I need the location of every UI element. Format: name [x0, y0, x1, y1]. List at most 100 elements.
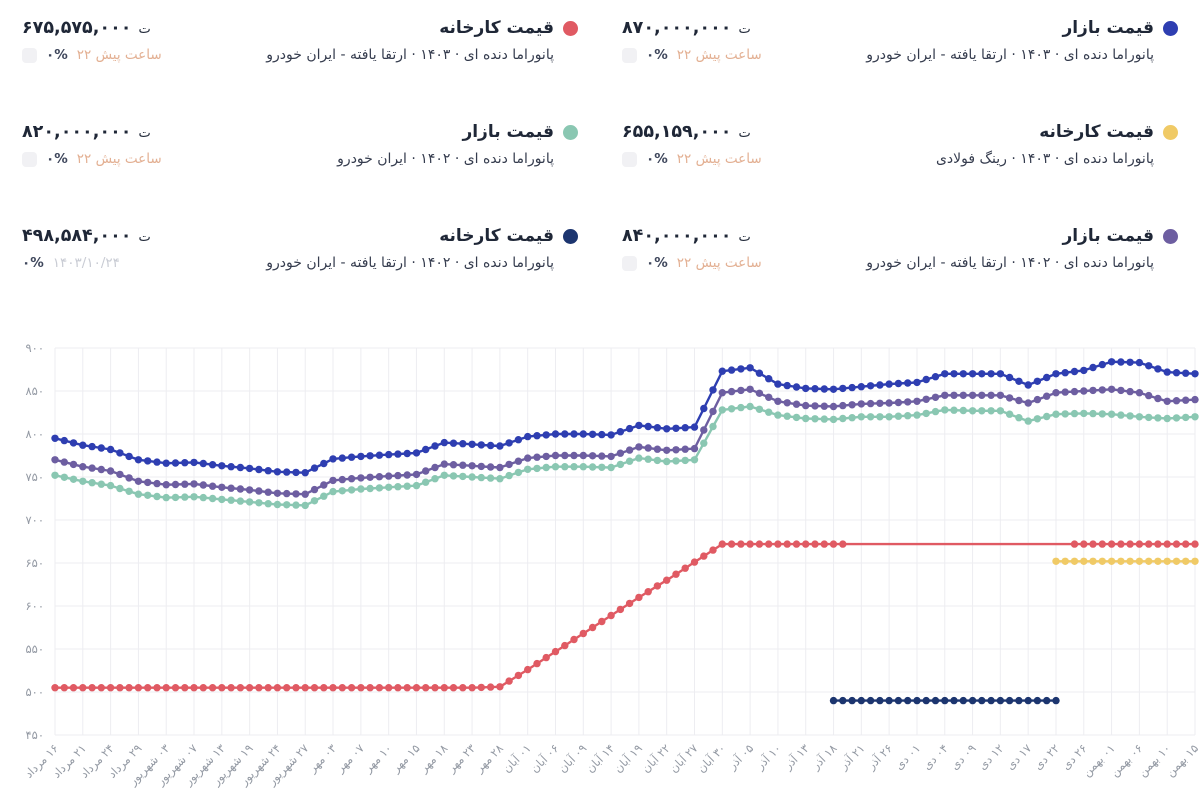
data-point[interactable]: [283, 501, 291, 509]
data-point[interactable]: [1070, 367, 1079, 376]
data-point[interactable]: [385, 483, 393, 491]
data-point[interactable]: [625, 446, 634, 454]
data-point[interactable]: [1135, 389, 1144, 397]
data-point[interactable]: [820, 540, 828, 548]
data-point[interactable]: [737, 365, 745, 373]
data-point[interactable]: [153, 492, 161, 501]
data-point[interactable]: [496, 683, 504, 691]
data-point[interactable]: [765, 540, 773, 548]
data-point[interactable]: [1163, 397, 1171, 405]
data-point[interactable]: [181, 459, 189, 467]
data-point[interactable]: [514, 671, 523, 680]
data-point[interactable]: [792, 413, 801, 422]
data-point[interactable]: [616, 428, 625, 436]
data-point[interactable]: [1098, 557, 1107, 565]
data-point[interactable]: [1126, 387, 1134, 396]
data-point[interactable]: [125, 452, 133, 461]
data-point[interactable]: [1070, 557, 1079, 565]
data-point[interactable]: [746, 364, 754, 372]
data-point[interactable]: [542, 431, 550, 439]
data-point[interactable]: [1107, 410, 1116, 418]
data-point[interactable]: [616, 449, 625, 457]
data-point[interactable]: [551, 463, 560, 471]
data-point[interactable]: [459, 684, 467, 692]
data-point[interactable]: [255, 684, 263, 692]
data-point[interactable]: [1080, 540, 1088, 548]
data-point[interactable]: [755, 389, 764, 397]
data-point[interactable]: [245, 486, 254, 494]
data-point[interactable]: [375, 451, 384, 459]
data-point[interactable]: [97, 444, 106, 452]
data-point[interactable]: [171, 684, 180, 692]
data-point[interactable]: [208, 461, 217, 469]
data-point[interactable]: [171, 480, 180, 489]
data-point[interactable]: [1005, 410, 1014, 418]
data-point[interactable]: [449, 472, 458, 480]
data-point[interactable]: [366, 473, 374, 481]
data-point[interactable]: [106, 481, 115, 490]
data-point[interactable]: [51, 456, 59, 464]
data-point[interactable]: [1145, 391, 1153, 400]
data-point[interactable]: [1005, 373, 1014, 382]
data-point[interactable]: [727, 387, 736, 396]
data-point[interactable]: [477, 473, 485, 482]
data-point[interactable]: [320, 492, 328, 500]
data-point[interactable]: [320, 684, 328, 692]
data-point[interactable]: [681, 445, 689, 453]
data-point[interactable]: [255, 487, 263, 495]
data-point[interactable]: [116, 470, 124, 479]
data-point[interactable]: [931, 696, 940, 705]
data-point[interactable]: [1117, 557, 1125, 565]
data-point[interactable]: [894, 398, 903, 407]
price-legend-card[interactable]: ۶۷۵,۵۷۵,۰۰۰ ت ۰% ۲۲ ساعت پیش قیمت کارخان…: [0, 14, 600, 118]
data-point[interactable]: [320, 481, 328, 489]
data-point[interactable]: [1052, 696, 1060, 705]
data-point[interactable]: [755, 540, 764, 548]
data-point[interactable]: [533, 659, 541, 668]
data-point[interactable]: [1191, 540, 1199, 548]
data-point[interactable]: [811, 540, 819, 548]
data-point[interactable]: [783, 540, 791, 548]
data-point[interactable]: [255, 499, 263, 507]
data-point[interactable]: [51, 684, 59, 692]
data-point[interactable]: [551, 430, 560, 438]
data-point[interactable]: [588, 452, 597, 460]
price-legend-card[interactable]: ۶۵۵,۱۵۹,۰۰۰ ت ۰% ۲۲ ساعت پیش قیمت کارخان…: [600, 118, 1200, 222]
data-point[interactable]: [88, 479, 96, 487]
data-point[interactable]: [672, 457, 680, 465]
data-point[interactable]: [181, 480, 189, 488]
data-point[interactable]: [829, 402, 838, 411]
data-point[interactable]: [616, 605, 625, 614]
data-point[interactable]: [283, 684, 291, 692]
data-point[interactable]: [134, 456, 143, 464]
data-point[interactable]: [51, 434, 59, 442]
data-point[interactable]: [1098, 410, 1107, 418]
data-point[interactable]: [709, 546, 717, 554]
data-point[interactable]: [338, 487, 346, 495]
price-legend-card[interactable]: ۸۴۰,۰۰۰,۰۰۰ ت ۰% ۲۲ ساعت پیش قیمت بازار …: [600, 222, 1200, 326]
data-point[interactable]: [1089, 540, 1097, 548]
data-point[interactable]: [533, 432, 541, 440]
data-point[interactable]: [1107, 540, 1116, 548]
data-point[interactable]: [236, 684, 245, 692]
data-point[interactable]: [802, 384, 810, 393]
data-point[interactable]: [1191, 395, 1199, 404]
data-point[interactable]: [338, 684, 346, 692]
data-point[interactable]: [338, 454, 346, 462]
data-point[interactable]: [950, 406, 958, 414]
data-point[interactable]: [292, 501, 300, 509]
data-point[interactable]: [134, 684, 143, 692]
data-point[interactable]: [394, 471, 402, 480]
data-point[interactable]: [385, 450, 393, 459]
data-point[interactable]: [1024, 399, 1032, 407]
data-point[interactable]: [375, 473, 384, 481]
data-point[interactable]: [570, 451, 578, 460]
data-point[interactable]: [106, 445, 115, 454]
data-point[interactable]: [190, 493, 198, 501]
data-point[interactable]: [755, 369, 764, 377]
data-point[interactable]: [579, 451, 587, 460]
data-point[interactable]: [301, 684, 309, 692]
data-point[interactable]: [1043, 696, 1051, 705]
data-point[interactable]: [310, 684, 319, 692]
